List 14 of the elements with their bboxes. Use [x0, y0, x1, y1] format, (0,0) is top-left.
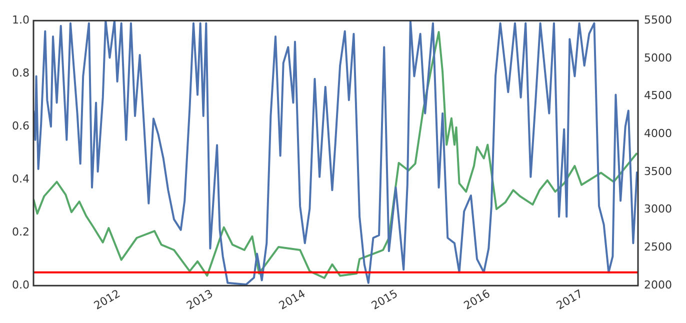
y2-tick-label: 2000: [644, 278, 672, 292]
y2-tick-label: 2500: [644, 240, 672, 254]
y2-tick-label: 4500: [644, 89, 672, 102]
y-tick-label: 0.6: [12, 119, 30, 132]
y-tick-label: 0.8: [12, 66, 30, 80]
y-tick-label: 0.2: [12, 225, 30, 238]
y2-tick-label: 3500: [644, 164, 672, 178]
y2-tick-label: 5500: [644, 13, 672, 26]
y-tick-label: 0.0: [12, 278, 30, 292]
y2-tick-label: 3000: [644, 202, 672, 216]
y-tick-label: 1.0: [12, 13, 30, 26]
y2-tick-label: 5000: [644, 51, 672, 64]
y-tick-label: 0.4: [12, 172, 30, 186]
y2-tick-label: 4000: [644, 127, 672, 140]
